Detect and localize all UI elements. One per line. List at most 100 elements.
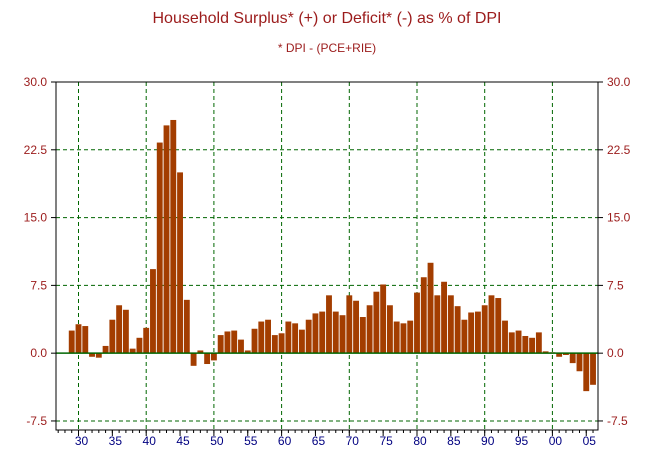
x-tick-label: 50 [210,434,224,448]
bar-1968 [332,311,339,354]
bar-1988 [468,312,475,354]
bar-2006 [590,353,596,385]
x-tick-label: 05 [583,434,597,448]
bar-1964 [305,319,312,354]
y-tick-label-right: 7.5 [607,278,624,292]
bar-1973 [366,305,373,354]
y-tick-label-right: 15.0 [607,211,631,225]
bar-1994 [508,332,515,354]
bar-2001 [556,353,563,357]
bar-1953 [231,330,238,354]
bar-1941 [150,269,156,354]
bar-1985 [447,295,454,354]
bar-1947 [190,353,197,366]
bar-1933 [95,353,102,358]
bar-1999 [542,351,549,354]
bar-1992 [495,298,502,354]
bar-1950 [210,353,217,361]
bar-1956 [251,328,258,354]
bar-2002 [563,353,569,355]
bar-1954 [238,339,244,354]
bar-1971 [353,300,360,354]
y-tick-label-right: 30.0 [607,75,631,89]
x-tick-label: 30 [75,434,89,448]
bar-1989 [474,311,481,354]
bar-1970 [346,295,353,354]
bar-1962 [292,323,299,354]
x-tick-label: 80 [413,434,427,448]
bar-1930 [75,324,82,354]
bar-1972 [359,317,366,354]
y-tick-label-left: 0.0 [30,346,47,360]
bar-2004 [576,353,583,372]
bar-1967 [326,295,332,354]
bar-1981 [420,277,427,354]
chart-subtitle: * DPI - (PCE+RIE) [278,41,376,55]
bar-1945 [177,172,183,354]
bar-1934 [102,345,109,354]
bar-1996 [522,335,529,354]
bar-1983 [434,295,441,354]
y-tick-label-left: 30.0 [24,75,48,89]
axes [51,81,603,436]
x-tick-label: 60 [278,434,292,448]
bar-1938 [129,348,136,354]
bar-1952 [224,331,231,354]
bar-1959 [271,335,278,354]
x-tick-label: 65 [312,434,326,448]
y-tick-label-left: 22.5 [24,143,48,157]
bar-1960 [278,333,285,354]
bar-1977 [393,321,400,354]
bars [68,119,596,392]
bar-1987 [461,319,468,354]
bar-1978 [400,323,407,354]
x-tick-label: 40 [143,434,157,448]
bar-1951 [217,335,224,354]
bar-1929 [68,330,75,354]
x-tick-label: 70 [346,434,360,448]
bar-1976 [386,305,393,354]
bar-1998 [535,332,542,354]
y-tick-label-right: 0.0 [607,346,624,360]
bar-1963 [298,329,305,354]
x-tick-label: 55 [244,434,258,448]
tick-labels: 30.0 30.0 22.5 22.5 15.0 15.0 7.5 7.5 0.0 0.0 -7.5… [24,75,631,448]
x-tick-label: 85 [447,434,461,448]
bar-1935 [109,319,116,354]
x-tick-label: 90 [481,434,495,448]
bar-1943 [163,125,170,354]
bar-1940 [143,327,150,354]
y-tick-label-left: 15.0 [24,211,48,225]
bar-1984 [441,281,448,354]
bar-1932 [89,353,95,357]
x-tick-label: 95 [515,434,529,448]
bar-1944 [170,119,177,354]
bar-1937 [122,309,129,354]
bar-1946 [183,299,190,354]
bar-1936 [116,305,123,354]
x-tick-label: 00 [549,434,563,448]
x-tick-label: 45 [176,434,190,448]
y-tick-label-left: -7.5 [26,414,47,428]
bar-1955 [244,350,251,354]
bar-1979 [407,320,414,354]
bar-1949 [204,353,211,365]
bar-1997 [529,337,536,354]
bar-1990 [481,305,488,354]
x-tick-label: 75 [379,434,393,448]
bar-1931 [82,326,89,354]
y-tick-label-right: -7.5 [607,414,628,428]
bar-2003 [569,353,576,364]
chart-title: Household Surplus* (+) or Deficit* (-) a… [152,10,501,27]
bar-1986 [454,306,461,354]
bar-1948 [197,350,204,354]
bar-1957 [258,321,265,354]
bar-1982 [427,262,434,354]
gridlines [56,81,598,430]
bar-1974 [373,291,380,354]
bar-1993 [502,320,508,354]
bar-1942 [156,142,163,354]
y-tick-label-left: 7.5 [30,278,47,292]
bar-1995 [515,330,522,354]
x-tick-label: 35 [109,434,123,448]
